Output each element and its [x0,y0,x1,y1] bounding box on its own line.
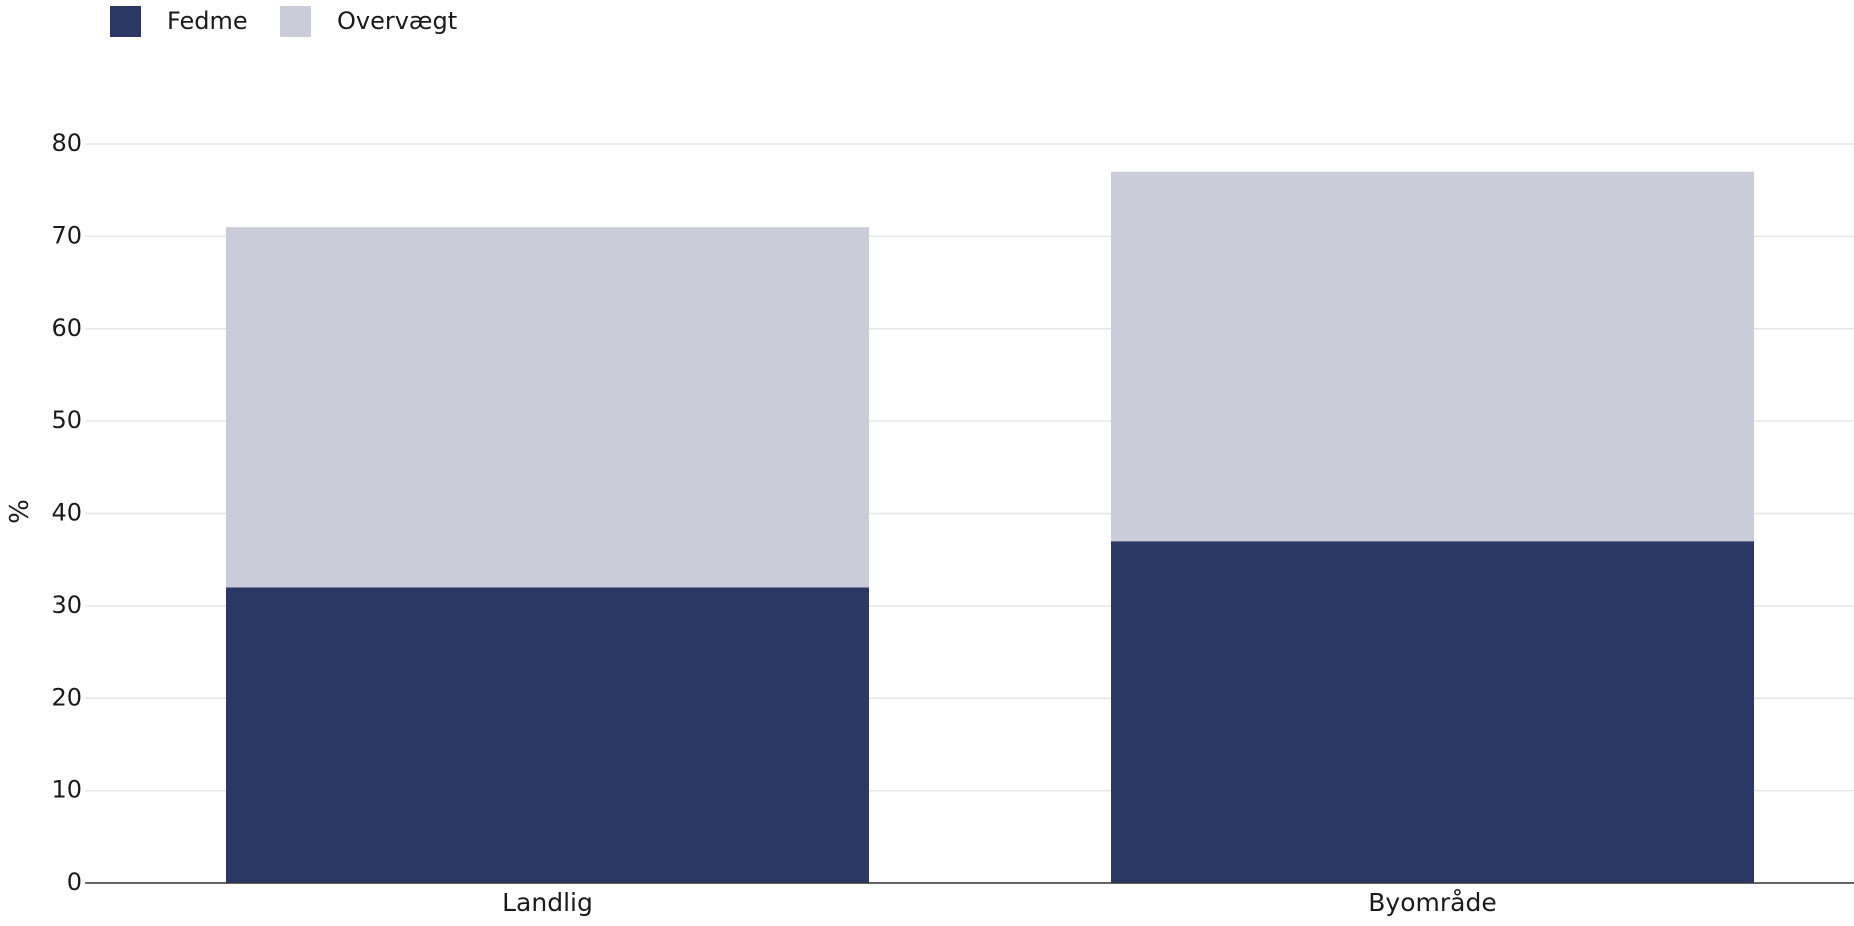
y-tick-label-40: 40 [51,499,82,527]
y-axis-title: % [5,499,35,524]
y-axis-ticks: 0 10 20 30 40 50 60 70 80 [51,129,82,896]
bar-overvægt-landlig [226,227,869,588]
x-tick-label-2: Byområde [1368,888,1496,917]
y-tick-label-50: 50 [51,406,82,434]
y-tick-label-20: 20 [51,683,82,711]
y-tick-label-10: 10 [51,776,82,804]
x-tick-label-1: Landlig [502,888,593,917]
legend: Fedme Overvægt [110,6,457,37]
legend-swatch-overvægt [280,6,311,37]
x-axis-labels: Landlig Byområde [502,888,1497,917]
legend-label-overvægt: Overvægt [337,7,457,35]
y-tick-label-0: 0 [67,868,82,896]
bars [226,171,1754,883]
y-tick-label-60: 60 [51,314,82,342]
bar-fedme-byområde [1111,541,1754,883]
bar-overvægt-byområde [1111,171,1754,542]
legend-swatch-fedme [110,6,141,37]
y-tick-label-80: 80 [51,129,82,157]
legend-label-fedme: Fedme [167,7,248,35]
bar-fedme-landlig [226,587,869,883]
y-tick-label-30: 30 [51,591,82,619]
y-tick-label-70: 70 [51,221,82,249]
